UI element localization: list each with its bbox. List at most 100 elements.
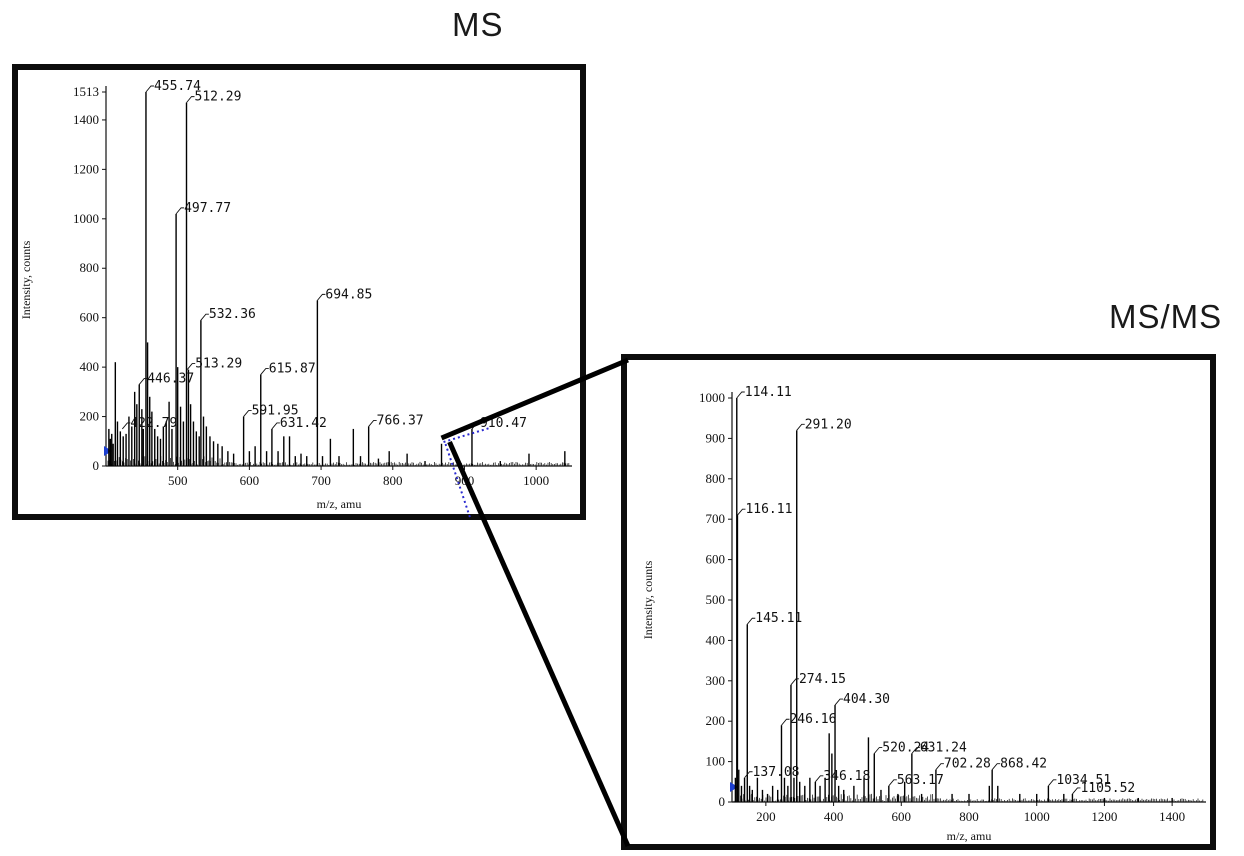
msms-peak-label-leader <box>781 718 790 726</box>
ms-x-tick-label: 800 <box>383 473 403 488</box>
ms-peak-label: 591.95 <box>252 404 299 419</box>
msms-x-tick-label: 1000 <box>1024 809 1050 824</box>
ms-peak-label-leader <box>368 419 377 427</box>
ms-y-tick-label: 1000 <box>73 211 99 226</box>
msms-y-tick-label: 200 <box>706 713 726 728</box>
msms-noise-floor <box>733 793 1204 802</box>
ms-peak-label-leader <box>186 363 196 370</box>
msms-baseline-marker <box>730 782 738 792</box>
ms-peak-label: 766.37 <box>377 413 424 428</box>
ms-peak-label: 446.37 <box>147 371 194 386</box>
ms-peak-label: 615.87 <box>269 362 316 377</box>
msms-peak-label: 291.20 <box>805 417 852 432</box>
msms-y-axis-title: Intensity, counts <box>641 560 655 639</box>
msms-y-tick-label: 600 <box>706 552 726 567</box>
msms-y-tick-label: 700 <box>706 511 726 526</box>
ms-x-tick-label: 1000 <box>523 473 549 488</box>
ms-peak-label: 532.36 <box>209 307 256 322</box>
msms-peak-label-leader <box>911 747 920 754</box>
msms-peak-label: 145.11 <box>755 611 802 626</box>
ms-y-tick-label: 1513 <box>73 84 99 99</box>
ms-panel-title: MS <box>452 6 504 43</box>
msms-peak-label: 346.18 <box>823 769 870 784</box>
msms-x-axis-title: m/z, amu <box>947 829 992 843</box>
ms-y-tick-label: 800 <box>80 260 100 275</box>
ms-chart-frame <box>12 64 586 520</box>
msms-peak-label-leader <box>815 775 824 783</box>
ms-baseline-marker <box>104 446 112 456</box>
msms-peak-label: 1034.51 <box>1056 773 1111 788</box>
ms-peak-label-leader <box>138 377 148 385</box>
msms-peak-label-leader <box>888 779 897 787</box>
msms-peak-label: 702.28 <box>944 757 991 772</box>
msms-x-tick-label: 200 <box>756 809 776 824</box>
ms-peak-label: 455.74 <box>154 79 201 94</box>
msms-x-tick-label: 1400 <box>1159 809 1185 824</box>
ms-peak-label-leader <box>145 85 154 93</box>
msms-peak-label: 137.08 <box>753 765 800 780</box>
msms-peak-label-leader <box>736 391 745 399</box>
msms-chart-frame <box>621 354 1216 850</box>
msms-chart: 0 100 200 300 400 500 600 700 800 900 1000 200 400 60… <box>641 385 1206 843</box>
ms-x-tick-label: 700 <box>311 473 331 488</box>
msms-peak-label: 246.16 <box>789 712 836 727</box>
ms-peak-label: 512.29 <box>195 90 242 105</box>
zoom-line-bottom <box>447 440 631 848</box>
msms-x-tick-label: 600 <box>892 809 912 824</box>
ms-peak-label: 513.29 <box>195 357 242 372</box>
msms-x-tick-label: 800 <box>959 809 979 824</box>
msms-peak-label: 114.11 <box>745 385 792 400</box>
ms-y-axis-title: Intensity, counts <box>19 240 33 319</box>
msms-y-tick-label: 100 <box>706 754 726 769</box>
ms-y-tick-label: 1200 <box>73 161 99 176</box>
msms-peak-label-leader <box>991 763 1001 770</box>
msms-peak-label: 868.42 <box>1000 757 1047 772</box>
msms-x-tick-label: 400 <box>824 809 844 824</box>
ms-peak-label: 694.85 <box>325 287 372 302</box>
ms-chart: 0 200 400 600 800 1000 1200 1400 1513 500 600 700 80… <box>19 79 572 511</box>
ms-y-tick-label: 1400 <box>73 112 99 127</box>
zoom-line-top <box>440 357 629 441</box>
msms-peak-label: 563.17 <box>897 773 944 788</box>
msms-peak-label-leader <box>790 678 799 686</box>
ms-peak-label: 631.42 <box>280 416 327 431</box>
msms-peak-label: 1105.52 <box>1080 781 1135 796</box>
ms-peak-label-leader <box>186 96 195 103</box>
msms-peak-label-leader <box>935 763 944 770</box>
msms-y-tick-label: 400 <box>706 632 726 647</box>
zoom-connector <box>440 357 631 848</box>
ms-y-tick-label: 200 <box>80 409 100 424</box>
msms-panel-title: MS/MS <box>1109 298 1223 335</box>
msms-peak-label-leader <box>744 771 753 779</box>
msms-peak-label-leader <box>873 747 883 754</box>
msms-y-tick-label: 800 <box>706 471 726 486</box>
zoom-dotted-top <box>443 427 490 443</box>
msms-peak-label-leader <box>796 423 805 431</box>
ms-x-axis-title: m/z, amu <box>317 497 362 511</box>
msms-x-tick-label: 1200 <box>1091 809 1117 824</box>
msms-peak-label-leader <box>746 617 756 625</box>
msms-y-tick-label: 1000 <box>699 390 725 405</box>
msms-peak-label-leader <box>834 698 844 706</box>
msms-y-tick-label: 500 <box>706 592 726 607</box>
zoom-dotted-bottom <box>444 443 472 519</box>
ms-x-tick-label: 500 <box>168 473 188 488</box>
msms-peak-label-leader <box>1048 779 1057 787</box>
ms-y-tick-label: 400 <box>80 359 100 374</box>
ms-peak-label: 497.77 <box>184 201 231 216</box>
ms-peak-label-leader <box>175 207 185 215</box>
msms-peak-label-leader <box>737 508 746 516</box>
ms-peak-label-leader <box>121 422 131 430</box>
msms-peak-label: 520.24 <box>882 741 929 756</box>
msms-peak-label: 274.15 <box>799 672 846 687</box>
msms-peak-label: 116.11 <box>745 502 792 517</box>
msms-y-tick-label: 900 <box>706 430 726 445</box>
msms-y-tick-label: 0 <box>719 794 726 809</box>
ms-peak-label-leader <box>271 422 280 430</box>
ms-y-tick-label: 600 <box>80 310 100 325</box>
msms-peak-label-leader <box>1072 787 1081 795</box>
ms-peak-label-leader <box>243 410 252 417</box>
ms-peak-label-leader <box>260 368 269 375</box>
msms-y-tick-label: 300 <box>706 673 726 688</box>
